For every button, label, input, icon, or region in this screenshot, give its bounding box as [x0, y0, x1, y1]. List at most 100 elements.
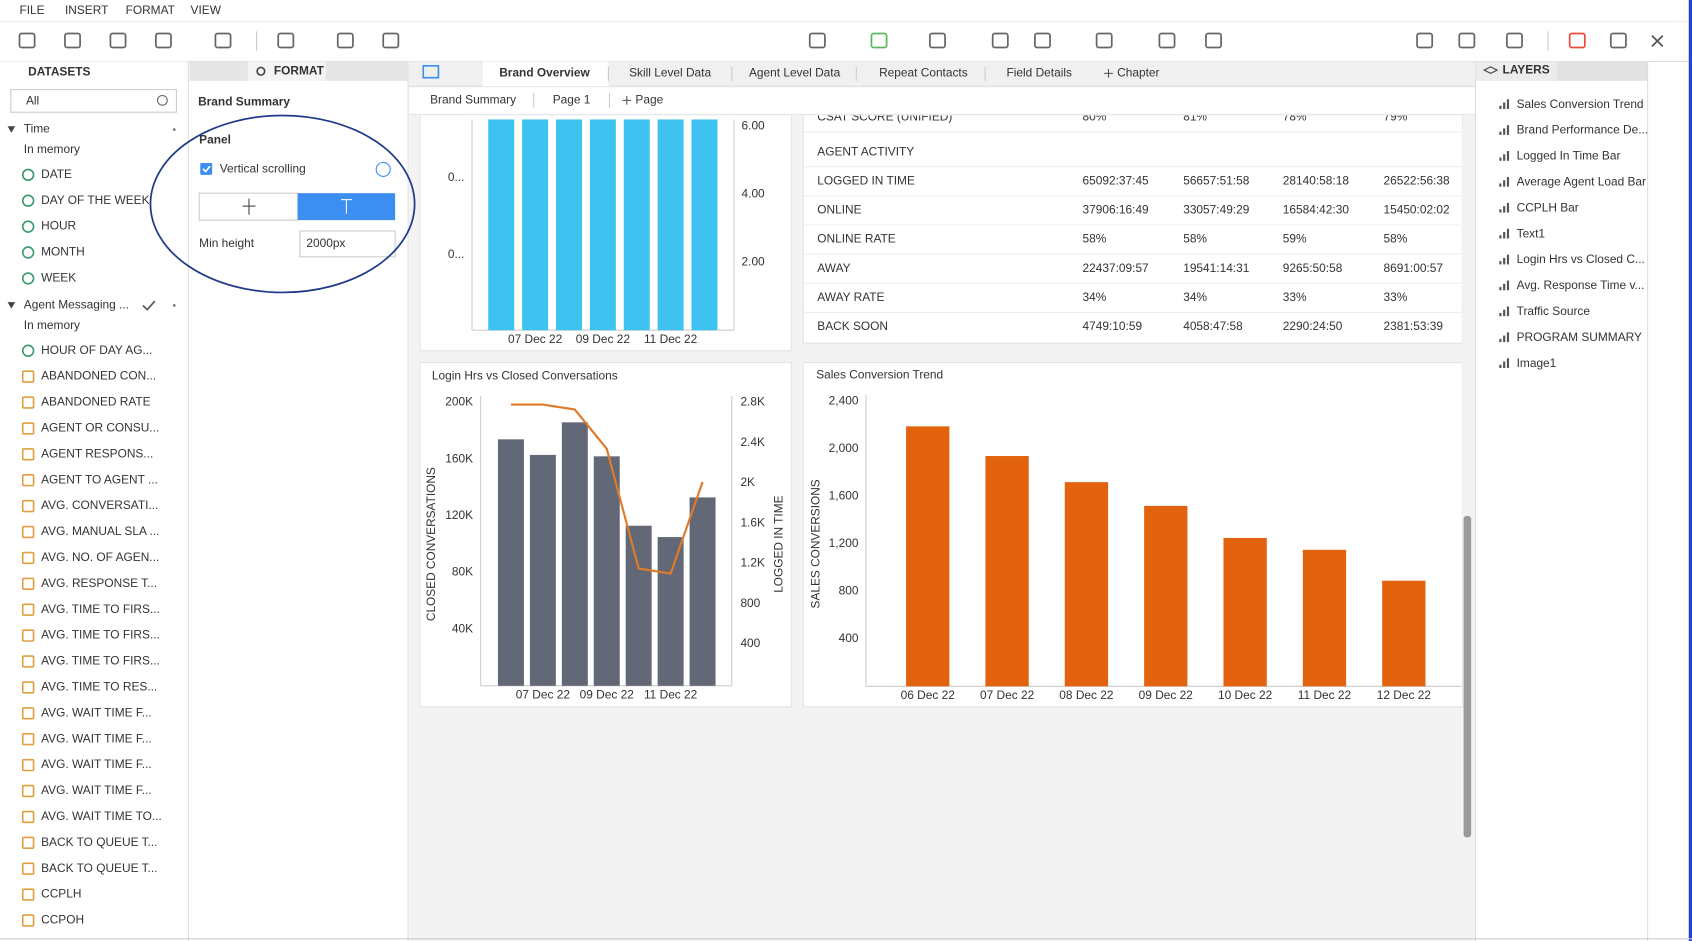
add-chapter[interactable]: Chapter	[1117, 66, 1159, 80]
table-cell: CSAT SCORE (UNIFIED)	[817, 110, 952, 124]
menu-item[interactable]: INSERT	[65, 3, 108, 17]
text-input[interactable]	[299, 230, 396, 258]
field[interactable]: AVG. WAIT TIME F...	[41, 705, 152, 719]
menu-item[interactable]: VIEW	[191, 3, 222, 17]
chapter-tab[interactable]: Repeat Contacts	[879, 66, 968, 80]
field[interactable]: CCPOH	[41, 913, 84, 927]
table-cell: 9265:50:58	[1283, 261, 1343, 275]
field[interactable]: ABANDONED RATE	[41, 395, 151, 409]
field[interactable]: AVG. TIME TO FIRS...	[41, 628, 160, 642]
field[interactable]: AVG. RESPONSE T...	[41, 576, 157, 590]
checkbox[interactable]	[200, 162, 213, 175]
tab[interactable]: FORMAT	[274, 63, 325, 77]
layer-item[interactable]: Image1	[1517, 356, 1557, 370]
field[interactable]: AVG. WAIT TIME F...	[41, 757, 152, 771]
toolbar-icon[interactable]	[1205, 32, 1222, 49]
field[interactable]: AVG. NO. OF AGEN...	[41, 550, 159, 564]
scrollbar-thumb[interactable]	[1463, 515, 1472, 838]
collapse-arrow[interactable]	[7, 302, 16, 309]
field[interactable]: BACK TO QUEUE T...	[41, 861, 157, 875]
toolbar-icon[interactable]	[1158, 32, 1176, 49]
collapse-arrow[interactable]	[7, 126, 16, 133]
layers-icon	[1482, 66, 1499, 74]
field[interactable]: AVG. MANUAL SLA ...	[41, 524, 159, 538]
toolbar-icon[interactable]	[1568, 32, 1586, 49]
toolbar-icon[interactable]	[1609, 32, 1627, 49]
field[interactable]: MONTH	[41, 245, 85, 259]
field[interactable]: AVG. WAIT TIME F...	[41, 731, 152, 745]
field[interactable]: AVG. CONVERSATI...	[41, 498, 158, 512]
layer-item[interactable]: Average Agent Load Bar	[1517, 175, 1646, 189]
field-label: Min height	[199, 236, 255, 250]
field-icon	[21, 914, 35, 927]
gear-icon	[256, 66, 266, 76]
toolbar-icon[interactable]	[1034, 32, 1051, 49]
toolbar-icon[interactable]	[1416, 32, 1434, 49]
field[interactable]: DATE	[41, 167, 72, 181]
layer-item[interactable]: Traffic Source	[1517, 304, 1591, 318]
toolbar-icon[interactable]	[929, 32, 946, 49]
toolbar-icon[interactable]	[336, 32, 354, 49]
page-tab[interactable]: Page 1	[553, 93, 591, 107]
layer-item[interactable]: PROGRAM SUMMARY	[1517, 330, 1642, 344]
toolbar-icon[interactable]	[870, 32, 888, 49]
field[interactable]: AGENT OR CONSU...	[41, 421, 159, 435]
layer-icon	[1499, 338, 1502, 343]
field[interactable]: AGENT TO AGENT ...	[41, 472, 158, 486]
chapter-tab[interactable]: Skill Level Data	[629, 66, 711, 80]
toolbar-icon[interactable]	[214, 32, 232, 49]
toolbar-icon[interactable]	[808, 32, 826, 49]
field[interactable]: HOUR OF DAY AG...	[41, 343, 152, 357]
layer-item[interactable]: Avg. Response Time v...	[1517, 278, 1645, 292]
toolbar-icon[interactable]	[277, 32, 295, 49]
chapter-tab[interactable]: Field Details	[1007, 66, 1073, 80]
field[interactable]: CCPLH	[41, 887, 81, 901]
layer-item[interactable]: CCPLH Bar	[1517, 200, 1579, 214]
dataset-name[interactable]: Agent Messaging ...	[24, 298, 129, 312]
toolbar-icon[interactable]	[991, 32, 1009, 49]
toolbar-icon[interactable]	[382, 32, 400, 49]
toolbar-icon[interactable]	[109, 32, 127, 49]
table-cell: 58%	[1083, 232, 1107, 246]
page-selector[interactable]	[422, 65, 440, 79]
toolbar-icon[interactable]	[1506, 32, 1523, 49]
layer-item[interactable]: Logged In Time Bar	[1517, 149, 1621, 163]
field-icon	[21, 422, 35, 435]
dataset-name[interactable]: Time	[24, 122, 50, 136]
search-box[interactable]	[10, 89, 177, 113]
layer-icon	[1506, 228, 1510, 239]
field[interactable]: DAY OF THE WEEK	[41, 193, 149, 207]
field[interactable]: ABANDONED CON...	[41, 369, 156, 383]
field[interactable]: BACK TO QUEUE T...	[41, 835, 157, 849]
toolbar-icon[interactable]	[18, 32, 36, 49]
field[interactable]: WEEK	[41, 271, 76, 285]
layer-item[interactable]: Brand Performance De...	[1517, 123, 1649, 137]
toolbar-icon[interactable]	[1095, 32, 1113, 49]
page-tab[interactable]: Brand Summary	[430, 93, 516, 107]
field[interactable]: HOUR	[41, 219, 76, 233]
y-tick-label: 1,200	[829, 536, 859, 550]
layer-item[interactable]: Text1	[1517, 226, 1546, 240]
field[interactable]: AVG. WAIT TIME TO...	[41, 809, 162, 823]
toolbar-icon[interactable]	[155, 32, 172, 49]
page-bar	[409, 87, 1476, 115]
chapter-tab[interactable]: Brand Overview	[499, 66, 590, 80]
toolbar-icon[interactable]	[64, 32, 81, 49]
toolbar-icon[interactable]	[1458, 32, 1476, 49]
filter-select[interactable]: All	[26, 94, 39, 108]
check-icon	[142, 300, 156, 311]
layer-item[interactable]: Login Hrs vs Closed C...	[1517, 252, 1645, 266]
menu-item[interactable]: FORMAT	[126, 3, 175, 17]
field[interactable]: AGENT RESPONS...	[41, 446, 153, 460]
table-cell: 33%	[1283, 290, 1307, 304]
field[interactable]: AVG. TIME TO RES...	[41, 680, 157, 694]
kebab	[172, 128, 176, 131]
field[interactable]: AVG. TIME TO FIRS...	[41, 602, 160, 616]
menu-item[interactable]: FILE	[19, 3, 44, 17]
field[interactable]: AVG. WAIT TIME F...	[41, 783, 152, 797]
bar	[689, 497, 716, 686]
layer-item[interactable]: Sales Conversion Trend	[1517, 97, 1644, 111]
add-page[interactable]: Page	[635, 93, 663, 107]
chapter-tab[interactable]: Agent Level Data	[749, 66, 841, 80]
field[interactable]: AVG. TIME TO FIRS...	[41, 654, 160, 668]
